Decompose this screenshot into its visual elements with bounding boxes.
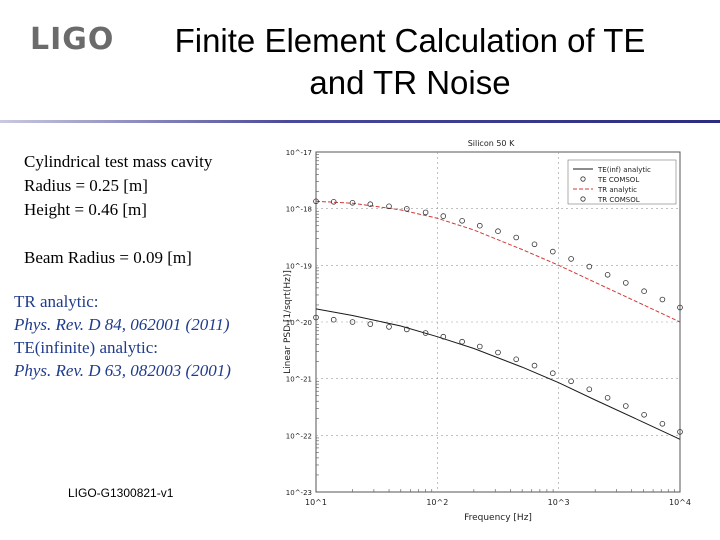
data-point-tr-comsol — [641, 288, 647, 295]
data-point-te-comsol — [440, 333, 447, 340]
data-point-tr-comsol — [459, 218, 465, 224]
data-point-tr-comsol — [477, 222, 483, 229]
data-point-te-comsol — [330, 316, 337, 323]
data-point-tr-comsol — [330, 199, 337, 205]
data-point-te-comsol — [513, 356, 520, 363]
title-line-1: Finite Element Calculation of TE — [174, 22, 646, 59]
x-tick-label: 10^4 — [669, 498, 691, 507]
data-point-tr-comsol — [440, 213, 447, 219]
data-point-tr-comsol — [422, 209, 429, 216]
y-tick-label: 10^-21 — [286, 376, 312, 384]
te-analytic-ref: Phys. Rev. D 63, 082003 (2001) — [14, 361, 231, 380]
data-point-te-comsol — [659, 420, 666, 427]
data-point-tr-comsol — [367, 201, 374, 207]
document-id: LIGO-G1300821-v1 — [68, 486, 174, 500]
data-point-tr-comsol — [586, 263, 593, 270]
data-point-te-comsol — [604, 394, 611, 401]
data-point-te-comsol — [477, 343, 483, 350]
series-line-tr-analytic — [315, 200, 681, 323]
y-tick-label: 10^-22 — [286, 432, 312, 440]
chart-title: Silicon 50 K — [468, 139, 515, 148]
data-point-tr-comsol — [513, 234, 520, 241]
data-point-tr-comsol — [313, 198, 319, 205]
data-point-tr-comsol — [604, 272, 611, 278]
y-tick-label: 10^-18 — [286, 206, 312, 214]
data-point-te-comsol — [549, 370, 556, 377]
data-point-te-comsol — [622, 403, 629, 409]
data-point-te-comsol — [422, 330, 429, 336]
x-tick-label: 10^2 — [426, 498, 448, 507]
data-point-te-comsol — [586, 386, 593, 393]
data-point-tr-comsol — [404, 206, 410, 212]
data-point-tr-comsol — [349, 200, 356, 206]
beam-radius-line: Beam Radius = 0.09 [m] — [24, 248, 192, 267]
x-tick-label: 10^1 — [305, 498, 327, 507]
data-point-tr-comsol — [549, 248, 556, 255]
title-line-2: and TR Noise — [309, 64, 511, 101]
ligo-logo: LIGO — [30, 22, 115, 57]
grid — [316, 152, 680, 492]
series-line-te-inf-analytic — [315, 308, 681, 440]
data-point-te-comsol — [677, 429, 683, 435]
height-line: Height = 0.46 [m] — [24, 200, 147, 219]
legend-entry: TR COMSOL — [597, 196, 640, 204]
legend-entry: TR analytic — [597, 186, 637, 194]
legend-swatch-marker — [580, 196, 586, 202]
legend-swatch-marker — [580, 176, 586, 182]
references: TR analytic: Phys. Rev. D 84, 062001 (20… — [14, 290, 231, 382]
data-point-te-comsol — [459, 338, 465, 345]
y-tick-label: 10^-23 — [286, 489, 312, 497]
data-point-tr-comsol — [659, 296, 666, 303]
legend: TE(inf) analytic TE COMSOL TR analytic TR C… — [567, 159, 677, 205]
y-axis-label: Linear PSD [1/sqrt(Hz)] — [283, 270, 293, 374]
data-point-te-comsol — [531, 362, 538, 369]
data-point-te-comsol — [386, 324, 392, 330]
slide-title: Finite Element Calculation of TE and TR … — [140, 20, 680, 104]
tr-analytic-ref: Phys. Rev. D 84, 062001 (2011) — [14, 315, 230, 334]
title-divider — [0, 120, 720, 123]
x-axis-label: Frequency [Hz] — [464, 513, 532, 523]
tr-analytic-label: TR analytic: — [14, 292, 99, 311]
legend-box — [567, 159, 677, 205]
legend-entry: TE(inf) analytic — [597, 166, 651, 174]
data-point-tr-comsol — [622, 280, 629, 286]
legend-entry: TE COMSOL — [597, 176, 639, 184]
cavity-description: Cylindrical test mass cavity Radius = 0.… — [24, 150, 212, 222]
data-point-tr-comsol — [495, 228, 501, 234]
cavity-line: Cylindrical test mass cavity — [24, 152, 213, 171]
noise-psd-chart: Silicon 50 K 10^1 10^2 10^3 10^4 10^-23 10^-2… — [276, 128, 720, 530]
x-tick-label: 10^3 — [548, 498, 570, 507]
radius-line: Radius = 0.25 [m] — [24, 176, 148, 195]
data-point-te-comsol — [641, 411, 647, 418]
data-point-te-comsol — [349, 319, 356, 325]
data-point-tr-comsol — [531, 241, 538, 248]
data-point-te-comsol — [313, 314, 319, 321]
data-point-tr-comsol — [568, 256, 574, 262]
y-tick-label: 10^-17 — [286, 149, 312, 157]
te-analytic-label: TE(infinite) analytic: — [14, 338, 158, 357]
data-point-te-comsol — [495, 349, 501, 356]
y-tick-label: 10^-20 — [286, 319, 312, 327]
y-tick-label: 10^-19 — [286, 262, 312, 270]
data-point-te-comsol — [367, 321, 374, 327]
data-point-te-comsol — [404, 326, 410, 333]
data-point-tr-comsol — [386, 203, 392, 210]
data-point-tr-comsol — [677, 304, 683, 311]
data-point-te-comsol — [568, 378, 574, 385]
